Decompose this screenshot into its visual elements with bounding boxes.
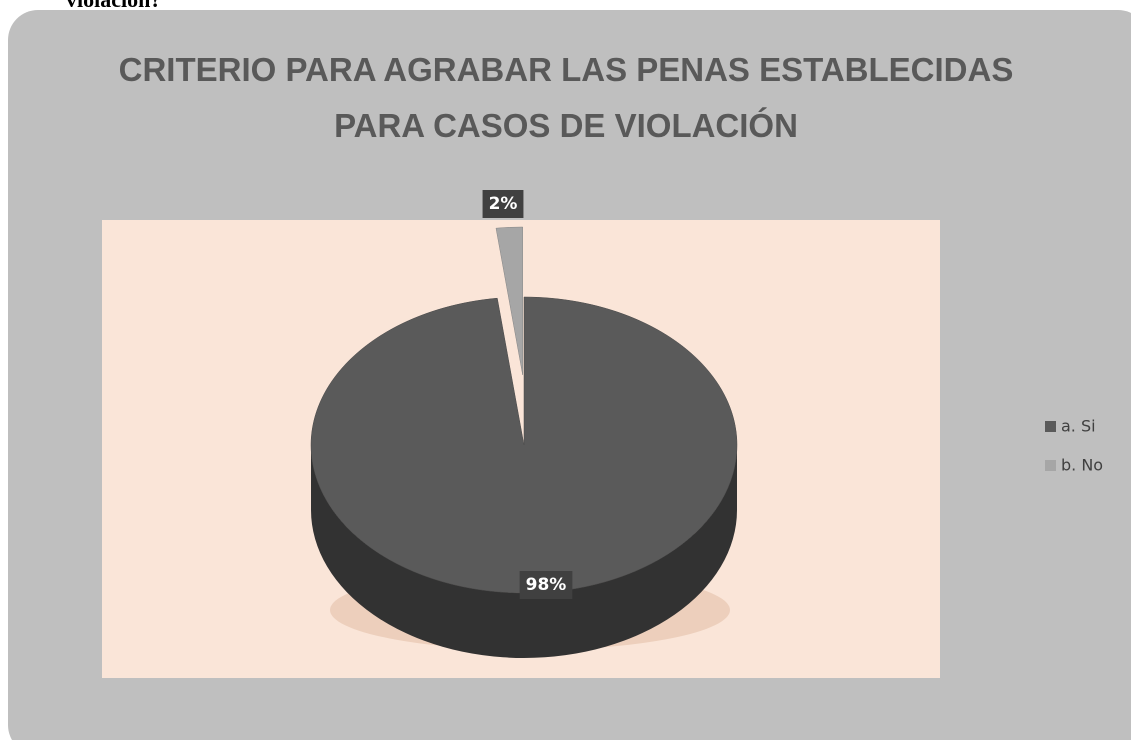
legend-label: b. No bbox=[1061, 456, 1103, 475]
value-label-box bbox=[519, 571, 573, 599]
chart-title: CRITERIO PARA AGRABAR LAS PENAS ESTABLEC… bbox=[118, 51, 1014, 144]
value-label-box bbox=[482, 190, 524, 218]
slice-top bbox=[495, 226, 523, 376]
value-label: 98% bbox=[526, 575, 567, 595]
value-label: 2% bbox=[489, 194, 518, 214]
legend-swatch bbox=[1045, 460, 1056, 471]
slice bbox=[495, 226, 523, 376]
legend-label: a. Si bbox=[1061, 417, 1096, 436]
slice bbox=[310, 296, 738, 658]
caption: violación? bbox=[66, 0, 161, 13]
slice-side bbox=[311, 445, 737, 658]
slice-top bbox=[310, 296, 738, 594]
legend-swatch bbox=[1045, 421, 1056, 432]
